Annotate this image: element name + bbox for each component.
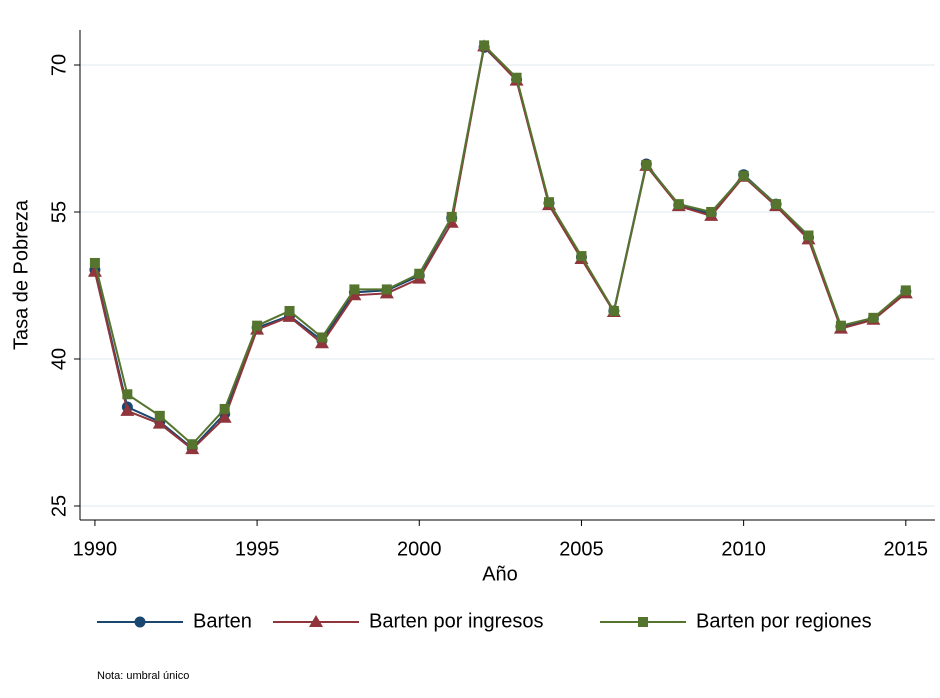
x-tick-label: 1995	[235, 538, 280, 560]
x-axis-label: Año	[482, 563, 518, 585]
y-tick-label: 25	[48, 495, 70, 517]
data-point	[771, 199, 782, 210]
x-tick-label: 2015	[884, 538, 929, 560]
data-point	[414, 268, 425, 279]
data-point	[511, 72, 522, 83]
x-tick-label: 1990	[73, 538, 118, 560]
legend-label: Barten	[193, 610, 252, 632]
data-point	[122, 389, 133, 400]
note: Nota: umbral único	[97, 670, 189, 682]
legend-marker	[134, 616, 146, 628]
data-point	[900, 285, 911, 296]
data-point	[641, 159, 652, 170]
data-point	[446, 211, 457, 222]
data-point	[803, 230, 814, 241]
data-point	[576, 251, 587, 262]
data-point	[544, 197, 555, 208]
x-tick-label: 2000	[397, 538, 442, 560]
series-line	[93, 44, 907, 451]
x-tick-label: 2005	[559, 538, 604, 560]
y-tick-label: 40	[48, 348, 70, 370]
data-point	[349, 284, 360, 295]
data-point	[868, 312, 879, 323]
data-point	[120, 403, 135, 416]
data-point	[89, 257, 100, 268]
legend-label: Barten por regiones	[696, 610, 872, 632]
data-point	[217, 410, 232, 423]
data-point	[316, 332, 327, 343]
legend-label: Barten por ingresos	[369, 610, 544, 632]
data-point	[706, 206, 717, 217]
series-line	[93, 43, 907, 446]
y-tick-label: 70	[48, 54, 70, 76]
data-point	[187, 439, 198, 450]
data-point	[738, 170, 749, 181]
x-tick-label: 2010	[721, 538, 766, 560]
data-point	[284, 305, 295, 316]
legend-marker	[638, 617, 648, 627]
data-point	[608, 305, 619, 316]
data-point	[835, 320, 846, 331]
y-tick-label: 55	[48, 201, 70, 223]
data-point	[673, 199, 684, 210]
data-point	[381, 284, 392, 295]
data-point	[252, 320, 263, 331]
data-point	[479, 40, 490, 51]
data-point	[154, 410, 165, 421]
data-point	[219, 403, 230, 414]
data-point	[152, 416, 167, 429]
legend-marker	[309, 615, 323, 627]
y-axis-label: Tasa de Pobreza	[10, 199, 32, 350]
